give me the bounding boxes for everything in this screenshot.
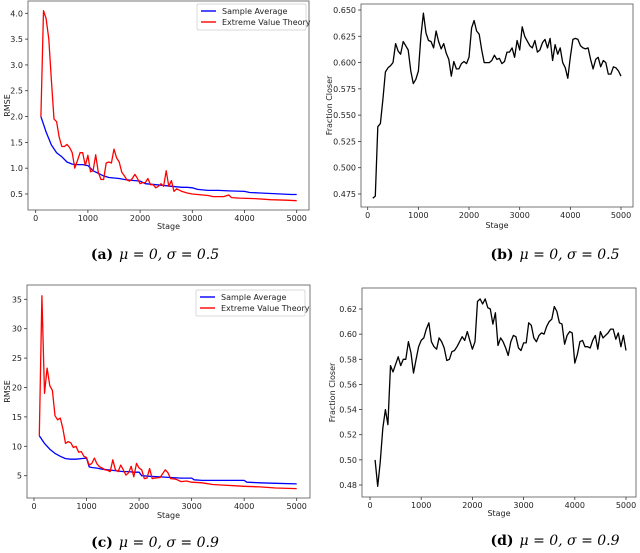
x-tick-label: 4000 <box>234 502 254 511</box>
caption-text: μ = 0, σ = 0.9 <box>519 533 620 549</box>
caption-text: μ = 0, σ = 0.9 <box>118 535 219 551</box>
legend-box <box>195 289 306 317</box>
x-tick-label: 2000 <box>462 501 482 510</box>
y-tick-label: 1.5 <box>10 138 23 147</box>
caption-text: μ = 0, σ = 0.5 <box>519 247 620 263</box>
y-tick-label: 0.50 <box>339 456 357 465</box>
legend-label: Extreme Value Theory <box>222 18 311 27</box>
y-tick-label: 20 <box>12 384 22 393</box>
x-axis-label: Stage <box>157 222 180 231</box>
chart-c: 0 1000 2000 3000 4000 5000 5 10 15 20 25 30 35 Stage R… <box>3 284 311 520</box>
y-axis-label: RMSE <box>3 94 12 117</box>
y-tick-label: 25 <box>12 354 22 363</box>
series-line-fraction-closer <box>374 298 627 487</box>
chart-b: 0 1000 2000 3000 4000 5000 0.475 0.500 0.525 0.55… <box>325 3 634 230</box>
y-tick-label: 2.0 <box>10 113 23 122</box>
x-tick-label: 1000 <box>78 214 98 223</box>
x-tick-label: 1000 <box>411 501 431 510</box>
y-tick-label: 0.650 <box>333 6 356 15</box>
x-tick-label: 0 <box>31 502 36 511</box>
y-tick-label: 35 <box>12 295 22 304</box>
y-tick-label: 15 <box>12 413 22 422</box>
series-line-sample-average <box>38 435 297 485</box>
y-tick-label: 0.62 <box>339 305 357 314</box>
x-tick-label: 0 <box>365 211 370 220</box>
x-axis-label: Stage <box>485 221 508 230</box>
y-axis-label: Fraction Closer <box>328 362 337 422</box>
x-tick-label: 3000 <box>513 501 533 510</box>
y-axis-label: Fraction Closer <box>325 75 334 135</box>
series-line-fraction-closer <box>372 12 622 199</box>
x-tick-label: 1000 <box>76 502 96 511</box>
y-tick-label: 0.52 <box>339 431 357 440</box>
x-tick-label: 5000 <box>287 502 307 511</box>
series-line-extreme-value-theory <box>40 10 297 202</box>
chart-a: 0 1000 2000 3000 4000 5000 0.5 1.0 1.5 2.0 2.5 3.0 3… <box>3 0 311 231</box>
y-tick-label: 5 <box>17 472 22 481</box>
y-tick-label: 0.56 <box>339 380 357 389</box>
x-axis-label: Stage <box>487 509 510 518</box>
axes-frame <box>27 0 310 211</box>
y-tick-label: 0.525 <box>333 137 356 146</box>
x-tick-label: 2000 <box>130 214 150 223</box>
caption-label: (c) <box>91 535 113 551</box>
caption-d: (d) μ = 0, σ = 0.9 <box>490 533 619 549</box>
x-tick-label: 4000 <box>565 501 585 510</box>
y-tick-label: 0.600 <box>333 59 356 68</box>
y-tick-label: 0.625 <box>333 32 356 41</box>
x-tick-label: 3000 <box>510 211 530 220</box>
y-tick-label: 3.5 <box>10 35 23 44</box>
caption-b: (b) μ = 0, σ = 0.5 <box>490 247 619 263</box>
legend: Sample Average Extreme Value Theory <box>195 289 310 317</box>
axes-frame <box>26 284 311 499</box>
x-tick-label: 2000 <box>459 211 479 220</box>
caption-label: (b) <box>490 247 514 263</box>
x-tick-label: 5000 <box>616 501 636 510</box>
y-tick-label: 0.54 <box>339 406 357 415</box>
y-tick-label: 30 <box>12 325 22 334</box>
x-tick-label: 0 <box>33 214 38 223</box>
x-tick-label: 0 <box>367 501 372 510</box>
axes-frame <box>361 287 637 498</box>
caption-label: (a) <box>90 247 114 263</box>
series-line-extreme-value-theory <box>38 295 297 490</box>
x-axis-label: Stage <box>157 511 180 520</box>
y-tick-label: 0.550 <box>333 111 356 120</box>
y-tick-label: 0.500 <box>333 164 356 173</box>
x-tick-label: 5000 <box>287 214 307 223</box>
x-tick-label: 5000 <box>611 211 631 220</box>
legend-label: Extreme Value Theory <box>221 304 310 313</box>
x-tick-label: 4000 <box>234 214 254 223</box>
y-axis-label: RMSE <box>3 380 12 403</box>
caption-text: μ = 0, σ = 0.5 <box>119 247 220 263</box>
y-tick-label: 0.5 <box>10 190 23 199</box>
y-tick-label: 1.0 <box>10 164 23 173</box>
y-tick-label: 4.0 <box>10 9 23 18</box>
legend-label: Sample Average <box>222 7 287 16</box>
y-tick-label: 0.48 <box>339 481 357 490</box>
y-tick-label: 10 <box>12 442 22 451</box>
axes-frame <box>360 3 634 208</box>
caption-label: (d) <box>490 533 514 549</box>
y-tick-label: 3.0 <box>10 61 23 70</box>
y-tick-label: 2.5 <box>10 87 23 96</box>
legend-label: Sample Average <box>221 293 286 302</box>
y-tick-label: 0.60 <box>339 330 357 339</box>
legend: Sample Average Extreme Value Theory <box>196 3 311 31</box>
caption-c: (c) μ = 0, σ = 0.9 <box>91 535 219 551</box>
x-tick-label: 3000 <box>181 502 201 511</box>
x-tick-label: 4000 <box>560 211 580 220</box>
caption-a: (a) μ = 0, σ = 0.5 <box>91 247 219 263</box>
x-tick-label: 3000 <box>182 214 202 223</box>
x-tick-label: 2000 <box>129 502 149 511</box>
y-tick-label: 0.575 <box>333 85 356 94</box>
y-tick-label: 0.58 <box>339 355 357 364</box>
legend-box <box>196 3 307 31</box>
x-tick-label: 1000 <box>408 211 428 220</box>
chart-d: 0 1000 2000 3000 4000 5000 0.48 0.50 0.52 0.54 0.5… <box>328 287 637 518</box>
y-tick-label: 0.475 <box>333 190 356 199</box>
